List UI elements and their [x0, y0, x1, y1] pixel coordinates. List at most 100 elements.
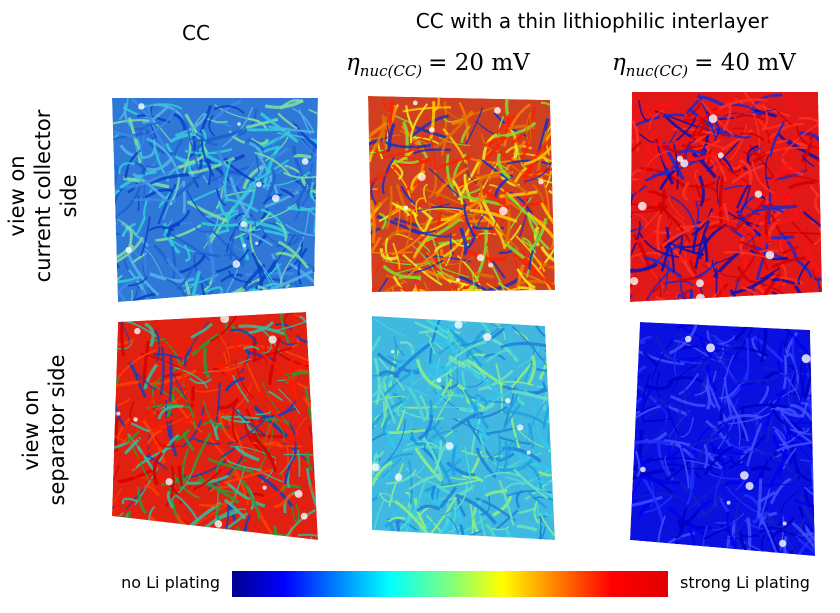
fiber — [188, 538, 204, 560]
fiber — [96, 403, 116, 405]
fiber — [508, 538, 536, 545]
fiber — [419, 538, 435, 544]
fiber — [820, 170, 837, 175]
pore — [391, 350, 394, 353]
pore — [766, 251, 775, 260]
pore — [418, 173, 426, 181]
fiber — [552, 108, 563, 140]
pore — [685, 336, 691, 342]
fiber — [815, 431, 826, 457]
fiber — [94, 523, 122, 543]
fiber — [77, 511, 116, 539]
fiber — [554, 385, 561, 404]
pore — [255, 242, 258, 245]
pore — [133, 417, 138, 422]
fiber — [736, 297, 764, 302]
row-label: view on current collector side — [5, 109, 81, 282]
pore — [727, 501, 731, 505]
fiber — [619, 129, 631, 158]
subscript: nuc(CC) — [626, 62, 689, 80]
fiber — [67, 506, 115, 516]
fiber — [141, 532, 152, 566]
fiber — [95, 245, 117, 247]
pore — [220, 314, 229, 323]
fiber — [315, 195, 337, 220]
pore — [527, 450, 531, 454]
fiber — [626, 348, 631, 363]
pore — [813, 356, 816, 359]
pore — [302, 158, 309, 165]
fiber — [554, 112, 576, 120]
pore — [295, 490, 303, 498]
fiber — [817, 159, 840, 184]
pore — [301, 513, 308, 520]
fiber — [413, 290, 440, 305]
symbol: η — [346, 50, 360, 76]
symbol: η — [612, 50, 626, 76]
fiber — [813, 458, 815, 492]
fiber — [451, 290, 468, 302]
fiber — [116, 531, 122, 557]
fiber — [365, 201, 371, 217]
pore — [640, 467, 646, 473]
fiber — [554, 433, 579, 457]
fiber — [122, 317, 124, 356]
fiber — [548, 450, 593, 454]
fiber — [86, 441, 115, 460]
fiber — [271, 291, 272, 313]
pore — [237, 122, 241, 126]
fiber — [194, 294, 203, 314]
fiber — [613, 390, 637, 400]
row-label-line: view on — [19, 389, 43, 470]
fiber — [516, 315, 534, 320]
colorbar-high-label: strong Li plating — [680, 573, 810, 592]
fiber — [151, 535, 164, 555]
pore — [437, 378, 442, 383]
pore — [232, 260, 240, 268]
fiber — [811, 472, 840, 481]
pore — [138, 103, 144, 109]
column-title: CC — [182, 21, 210, 45]
fiber — [339, 286, 379, 313]
fiber — [282, 288, 317, 306]
fiber — [606, 372, 639, 398]
pore — [262, 486, 266, 490]
fiber — [277, 535, 289, 564]
fiber — [452, 287, 472, 314]
fiber — [89, 286, 115, 288]
fiber — [606, 253, 633, 283]
row-label: view on separator side — [19, 355, 69, 506]
colorbar — [232, 571, 668, 597]
colorbar-low-label: no Li plating — [121, 573, 220, 592]
row-label-line: separator side — [45, 355, 69, 506]
pore — [488, 263, 493, 268]
figure: CC CC with a thin lithiophilic interlaye… — [0, 0, 840, 609]
pore — [680, 159, 688, 167]
render-panel — [67, 312, 350, 589]
row-label-line: current collector — [31, 109, 55, 282]
fiber — [552, 187, 599, 196]
pore — [125, 247, 131, 253]
fiber — [178, 536, 211, 546]
fiber — [244, 534, 286, 535]
fiber — [674, 298, 679, 320]
fiber — [100, 529, 114, 567]
fiber — [627, 423, 634, 441]
fiber — [549, 139, 588, 162]
fiber — [97, 442, 113, 459]
fiber — [810, 418, 838, 454]
fiber — [701, 546, 706, 561]
pore — [477, 254, 484, 261]
fiber — [308, 373, 350, 381]
pore — [538, 179, 543, 184]
fiber — [524, 292, 532, 331]
pore — [740, 471, 749, 480]
pore — [802, 354, 811, 363]
pore — [413, 101, 418, 106]
pore — [272, 195, 280, 203]
fiber — [761, 206, 796, 207]
subscript: nuc(CC) — [360, 62, 423, 80]
pore — [494, 107, 501, 114]
fiber — [118, 514, 130, 547]
fiber — [555, 251, 582, 267]
